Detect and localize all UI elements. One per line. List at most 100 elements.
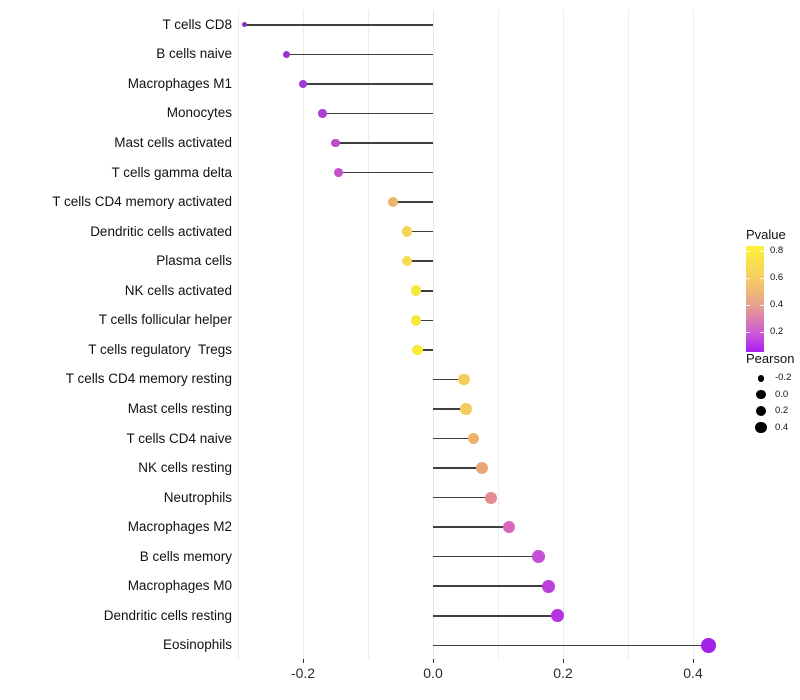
lollipop-dot — [318, 109, 327, 118]
lollipop-dot — [502, 521, 516, 534]
lollipop-stem — [433, 526, 510, 528]
pvalue-tick-notch — [760, 251, 764, 253]
lollipop-dot — [531, 550, 545, 563]
lollipop-stem — [433, 585, 549, 588]
y-axis-label: NK cells resting — [138, 460, 232, 476]
pearson-size-dot — [755, 421, 767, 434]
lollipop-stem — [433, 496, 491, 499]
lollipop-dot — [484, 491, 497, 504]
x-tick-mark — [692, 659, 694, 663]
y-axis-label: B cells naive — [156, 46, 232, 62]
pvalue-tick-label: 0.8 — [770, 245, 784, 257]
lollipop-stem — [286, 53, 433, 56]
pearson-size-dot — [756, 390, 766, 400]
lollipop-dot — [241, 22, 248, 28]
y-axis-label: T cells CD4 naive — [126, 430, 232, 446]
pvalue-tick-notch — [746, 251, 750, 253]
lollipop-stem — [433, 437, 474, 440]
pvalue-tick-notch — [760, 278, 764, 280]
lollipop-dot — [542, 579, 556, 593]
lollipop-dot — [467, 432, 480, 445]
lollipop-dot — [410, 315, 422, 326]
lollipop-stem — [433, 615, 558, 617]
pearson-size-dot — [755, 405, 767, 417]
pearson-size-dot — [757, 374, 765, 382]
x-tick-label: 0.2 — [553, 665, 573, 681]
gridline-x--0.3 — [237, 10, 239, 659]
pvalue-tick-notch — [746, 332, 750, 334]
lollipop-stem — [416, 319, 433, 322]
lollipop-stem — [338, 171, 433, 174]
pvalue-tick-notch — [746, 278, 750, 280]
pearson-size-label: 0.4 — [775, 421, 789, 433]
lollipop-stem — [322, 112, 433, 115]
gridline-x-0.1 — [497, 10, 499, 659]
pvalue-tick-notch — [760, 305, 764, 307]
lollipop-stem — [335, 142, 433, 144]
pvalue-tick-notch — [746, 305, 750, 307]
gridline-x-0 — [432, 10, 434, 659]
pvalue-legend-title: Pvalue — [746, 227, 786, 242]
lollipop-dot — [550, 609, 564, 623]
y-axis-label: T cells follicular helper — [98, 312, 232, 328]
lollipop-stem — [407, 260, 433, 262]
pvalue-tick-label: 0.4 — [770, 299, 784, 311]
gridline-x-0.4 — [692, 10, 694, 659]
lollipop-dot — [460, 403, 472, 415]
pvalue-colorbar-gradient — [746, 246, 764, 352]
y-axis-label: Dendritic cells resting — [103, 607, 232, 623]
x-tick-mark — [562, 659, 564, 663]
y-axis-label: Mast cells resting — [127, 400, 232, 416]
lollipop-stem — [417, 349, 433, 351]
y-axis-label: Macrophages M2 — [127, 519, 232, 535]
lollipop-dot — [401, 226, 413, 237]
lollipop-stem — [433, 408, 467, 410]
pvalue-tick-label: 0.2 — [770, 326, 784, 338]
gridline-x-0.3 — [627, 10, 629, 659]
y-axis-label: NK cells activated — [124, 282, 232, 298]
lollipop-stem — [392, 201, 433, 203]
gridline-x--0.1 — [367, 10, 369, 659]
x-tick-label: 0.4 — [683, 665, 703, 681]
y-axis-label: Monocytes — [166, 105, 232, 121]
x-tick-label: -0.2 — [290, 665, 316, 681]
y-axis-label: Macrophages M0 — [127, 578, 232, 594]
y-axis-label: T cells CD8 — [162, 16, 232, 32]
y-axis-label: T cells gamma delta — [111, 164, 232, 180]
lollipop-stem — [303, 83, 433, 85]
y-axis-label: T cells regulatory Tregs — [88, 341, 232, 357]
gridline-x-0.2 — [562, 10, 564, 659]
y-axis-label: Eosinophils — [162, 637, 232, 653]
y-axis-label: T cells CD4 memory resting — [65, 371, 232, 387]
lollipop-dot — [475, 462, 488, 474]
y-axis-label: T cells CD4 memory activated — [52, 194, 232, 210]
lollipop-dot — [331, 138, 340, 148]
lollipop-dot — [701, 637, 717, 653]
x-tick-mark — [432, 659, 434, 663]
y-axis-label: Plasma cells — [156, 253, 232, 269]
lollipop-stem — [244, 24, 433, 26]
y-axis-label: B cells memory — [139, 548, 232, 564]
y-axis-label: Mast cells activated — [114, 135, 232, 150]
pearson-size-label: 0.0 — [775, 388, 789, 400]
gridline-x--0.2 — [302, 10, 304, 659]
lollipop-stem — [433, 644, 709, 647]
lollipop-stem — [433, 467, 482, 469]
pearson-size-label: -0.2 — [775, 372, 792, 384]
y-axis-label: Dendritic cells activated — [90, 223, 232, 239]
x-tick-mark — [302, 659, 304, 663]
pvalue-tick-label: 0.6 — [770, 272, 784, 284]
lollipop-dot — [410, 285, 422, 297]
lollipop-dot — [412, 344, 423, 356]
pearson-size-label: 0.2 — [775, 405, 789, 417]
lollipop-stem — [433, 555, 539, 558]
y-axis-label: Macrophages M1 — [127, 75, 232, 91]
lollipop-dot — [458, 373, 470, 386]
lollipop-dot — [334, 168, 344, 177]
lollipop-stem — [433, 378, 465, 381]
lollipop-stem — [416, 289, 433, 292]
pearson-legend-title: Pearson — [746, 351, 795, 366]
y-axis-label: Neutrophils — [163, 489, 232, 505]
pvalue-tick-notch — [760, 332, 764, 334]
